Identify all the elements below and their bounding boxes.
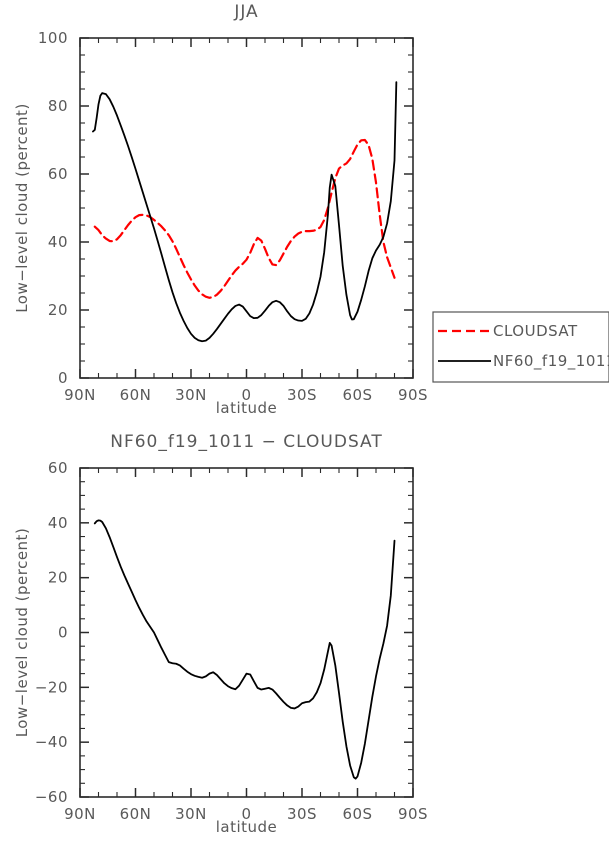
x-tick-label: 0 <box>241 386 251 404</box>
series-line-nf60-f19-1011 <box>92 81 398 343</box>
x-tick-label: 30N <box>175 386 207 404</box>
series-line-cloudsat <box>93 138 396 299</box>
y-tick-label: 0 <box>58 624 68 642</box>
x-tick-label: 90S <box>398 386 428 404</box>
y-tick-label: 60 <box>48 165 68 183</box>
panel-top-panel: 90N 60N 30N 0 30S 60S 90S 0 20 40 60 80 100 JJA latitu… <box>13 2 428 417</box>
x-tick-label: 0 <box>241 805 251 823</box>
y-tick-label: 40 <box>48 233 68 251</box>
x-tick-label: 90N <box>64 386 96 404</box>
y-tick-label: 0 <box>58 369 68 387</box>
y-tick-label: −20 <box>35 678 68 696</box>
y-tick-label: −40 <box>35 733 68 751</box>
x-tick-label: 30N <box>175 805 207 823</box>
x-axis-label: latitude <box>216 399 278 417</box>
y-axis-label: Low−level cloud (percent) <box>13 528 31 738</box>
panel-title: NF60_f19_1011 − CLOUDSAT <box>110 432 383 452</box>
series-line-nf60-f19-1011-cloudsat <box>93 519 396 780</box>
plot-frame <box>79 467 414 798</box>
x-tick-label: 60S <box>342 805 372 823</box>
x-tick-label: 90N <box>64 805 96 823</box>
x-tick-label: 30S <box>287 386 317 404</box>
y-axis-label: Low−level cloud (percent) <box>13 103 31 313</box>
x-axis-label: latitude <box>216 818 278 836</box>
x-tick-label: 60S <box>342 386 372 404</box>
y-tick-label: −60 <box>35 788 68 806</box>
legend-box <box>432 311 609 383</box>
y-tick-label: 40 <box>48 514 68 532</box>
legend-label[interactable]: NF60_f19_1011 <box>493 352 609 371</box>
legend: CLOUDSAT NF60_f19_1011 <box>432 311 609 383</box>
panel-bottom-panel: 90N 60N 30N 0 30S 60S 90S −60 −40 −20 0 20 40 60 NF60_… <box>13 432 428 836</box>
y-tick-label: 60 <box>48 459 68 477</box>
legend-label[interactable]: CLOUDSAT <box>493 322 578 340</box>
y-tick-label: 80 <box>48 97 68 115</box>
y-tick-label: 100 <box>38 29 68 47</box>
panel-title: JJA <box>233 2 258 22</box>
x-tick-label: 60N <box>120 805 152 823</box>
y-tick-label: 20 <box>48 569 68 587</box>
x-tick-label: 60N <box>120 386 152 404</box>
plot-frame <box>79 37 414 379</box>
x-tick-label: 90S <box>398 805 428 823</box>
y-tick-label: 20 <box>48 301 68 319</box>
x-tick-label: 30S <box>287 805 317 823</box>
